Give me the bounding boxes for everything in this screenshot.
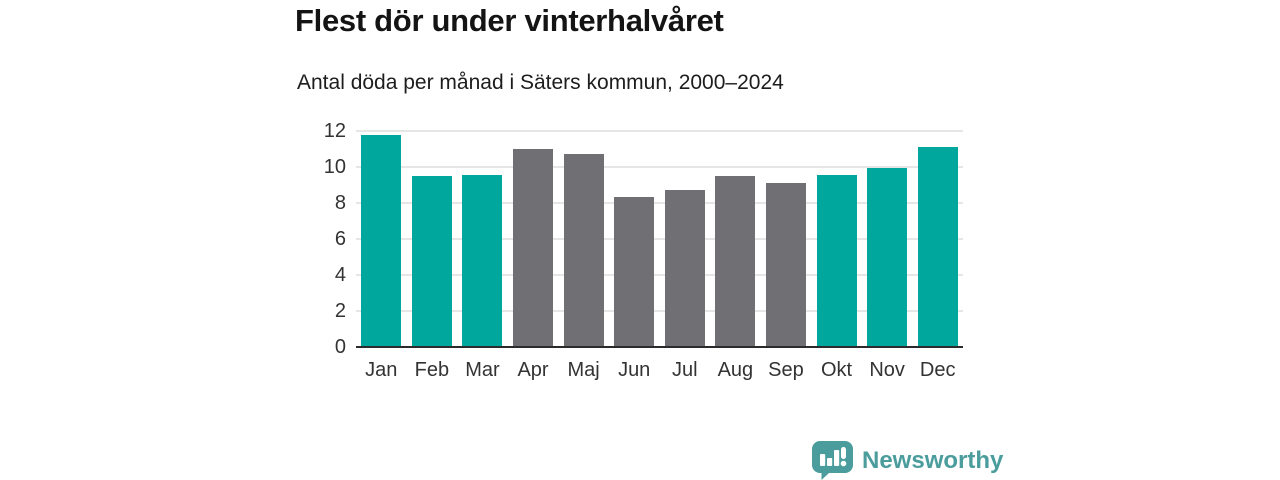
x-axis-tick-label-dec: Dec <box>919 359 956 381</box>
bar-feb <box>411 176 452 347</box>
gridline-y-12 <box>356 130 963 132</box>
y-axis-tick-label-4: 4 <box>334 264 346 286</box>
bar-okt <box>816 175 857 347</box>
bar-maj <box>563 154 604 347</box>
chart-title: Flest dör under vinterhalvåret <box>295 3 724 38</box>
bar-mar <box>462 175 503 347</box>
x-axis-tick-label-jun: Jun <box>618 359 651 381</box>
newsworthy-wordmark: Newsworthy <box>862 446 1004 474</box>
x-axis-tick-label-feb: Feb <box>414 359 450 381</box>
x-axis-tick-label-mar: Mar <box>465 359 500 381</box>
speech-bubble-bar-chart-icon <box>812 441 853 480</box>
bar-jan <box>361 134 402 347</box>
x-axis-tick-label-maj: Maj <box>567 359 600 381</box>
y-axis-tick-label-6: 6 <box>334 228 346 250</box>
x-axis-tick-label-sep: Sep <box>768 359 804 381</box>
y-axis-tick-label-12: 12 <box>323 120 346 142</box>
x-axis-line <box>356 346 963 348</box>
y-axis-tick-label-10: 10 <box>323 156 346 178</box>
x-axis-tick-label-okt: Okt <box>820 359 853 381</box>
x-axis-tick-label-aug: Aug <box>717 359 754 381</box>
y-axis-tick-label-2: 2 <box>334 300 346 322</box>
x-axis-tick-label-jan: Jan <box>365 359 398 381</box>
bar-apr <box>513 149 554 347</box>
bar-dec <box>917 147 958 347</box>
bar-nov <box>867 167 908 347</box>
gridline-y-2 <box>356 310 963 312</box>
x-axis-tick-label-apr: Apr <box>517 359 549 381</box>
bar-jul <box>664 190 705 347</box>
gridline-y-10 <box>356 166 963 168</box>
y-axis-tick-label-8: 8 <box>334 192 346 214</box>
gridline-y-4 <box>356 274 963 276</box>
x-axis-tick-label-jul: Jul <box>672 359 698 381</box>
gridline-y-8 <box>356 202 963 204</box>
chart-subtitle: Antal döda per månad i Säters kommun, 20… <box>297 71 784 94</box>
bar-jun <box>614 196 655 347</box>
x-axis-tick-label-nov: Nov <box>869 359 905 381</box>
bar-aug <box>715 176 756 347</box>
gridline-y-6 <box>356 238 963 240</box>
newsworthy-logo: Newsworthy <box>812 441 1003 480</box>
y-axis-tick-label-0: 0 <box>334 336 346 358</box>
bar-sep <box>765 183 806 347</box>
